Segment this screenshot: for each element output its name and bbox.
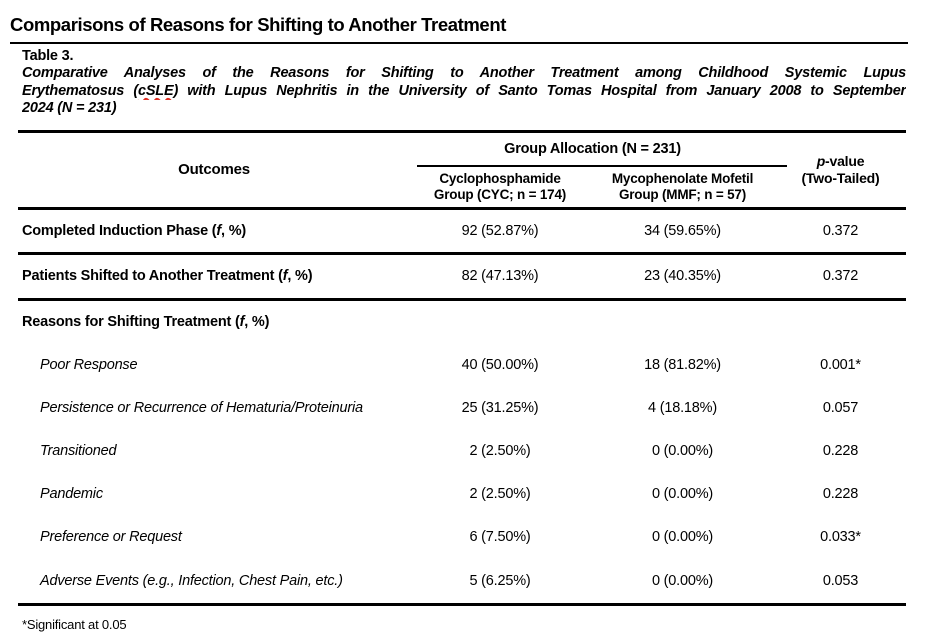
page-title: Comparisons of Reasons for Shifting to A… [10, 14, 908, 44]
cell-mmf: 0 (0.00%) [651, 486, 714, 502]
header-p-value: p-value (Two-Tailed) [775, 133, 906, 207]
group-allocation-underline [417, 164, 787, 167]
cell-mmf: 34 (59.65%) [644, 222, 721, 239]
cell-cyc: 2 (2.50%) [469, 486, 531, 502]
table-row-patients-shifted: Patients Shifted to Another Treatment (f… [18, 255, 906, 301]
cell-cyc: 6 (7.50%) [469, 529, 531, 545]
cell-p-value: 0.053 [822, 572, 859, 589]
header-cyc-line1: Cyclophosphamide [439, 170, 561, 186]
p-value-suffix: -value [825, 152, 865, 169]
table-label: Table 3. [22, 48, 74, 64]
header-mmf-line2: Group (MMF; n = 57) [618, 186, 747, 202]
table-header: Outcomes Group Allocation (N = 231) Cycl… [18, 133, 906, 210]
row-label-text: , %) [244, 314, 270, 330]
header-cyc-line2: Group (CYC; n = 174) [433, 186, 567, 202]
comparison-table: Outcomes Group Allocation (N = 231) Cycl… [18, 129, 906, 606]
row-label-text: , %) [221, 222, 247, 239]
header-subcolumns: Cyclophosphamide Group (CYC; n = 174) My… [410, 167, 775, 207]
header-cyc-group: Cyclophosphamide Group (CYC; n = 174) [410, 167, 590, 207]
caption-text: Erythematosus ( [22, 82, 138, 99]
cell-cyc: 5 (6.25%) [469, 572, 531, 589]
cell-mmf: 18 (81.82%) [644, 357, 721, 373]
cell-cyc: 40 (50.00%) [461, 357, 539, 373]
row-label: Transitioned [40, 443, 117, 459]
cell-p-value: 0.372 [822, 268, 859, 284]
cell-p-value: 0.033* [820, 529, 861, 545]
header-group-allocation: Group Allocation (N = 231) [504, 140, 681, 157]
significance-footnote: *Significant at 0.05 [22, 616, 127, 632]
row-label-text: Reasons for Shifting Treatment ( [22, 314, 240, 330]
row-label: Completed Induction Phase (f, %) [18, 223, 410, 239]
row-label: Reasons for Shifting Treatment (f, %) [18, 314, 410, 330]
table-row-completed-induction: Completed Induction Phase (f, %) 92 (52.… [18, 210, 906, 255]
cell-mmf: 4 (18.18%) [648, 400, 717, 416]
cell-cyc: 92 (52.87%) [461, 222, 539, 239]
header-mmf-line1: Mycophenolate Mofetil [611, 170, 754, 186]
header-p-value-line2: (Two-Tailed) [801, 169, 880, 186]
header-mmf-group: Mycophenolate Mofetil Group (MMF; n = 57… [590, 167, 775, 207]
cell-mmf: 23 (40.35%) [644, 268, 721, 284]
cell-p-value: 0.228 [822, 443, 859, 459]
row-label: Adverse Events (e.g., Infection, Chest P… [40, 572, 343, 589]
table-row-pandemic: Pandemic 2 (2.50%) 0 (0.00%) 0.228 [18, 473, 906, 516]
row-label: Pandemic [40, 486, 103, 502]
f-symbol: f [239, 314, 245, 330]
table-caption-line-2: Erythematosus (cSLE) with Lupus Nephriti… [22, 83, 906, 101]
f-symbol: f [282, 268, 288, 284]
row-label: Poor Response [40, 357, 138, 373]
cell-cyc: 82 (47.13%) [461, 268, 539, 284]
row-label-text: Completed Induction Phase ( [22, 222, 217, 239]
cell-mmf: 0 (0.00%) [651, 572, 714, 589]
table-row-transitioned: Transitioned 2 (2.50%) 0 (0.00%) 0.228 [18, 430, 906, 473]
table-row-poor-response: Poor Response 40 (50.00%) 18 (81.82%) 0.… [18, 344, 906, 387]
cell-mmf: 0 (0.00%) [651, 443, 714, 459]
cell-p-value: 0.372 [822, 222, 859, 239]
table-caption-block: Table 3. Comparative Analyses of the Rea… [22, 48, 906, 118]
cell-p-value: 0.228 [822, 486, 859, 502]
caption-text: ) with Lupus Nephritis in the University… [173, 82, 906, 99]
header-group-allocation-span: Group Allocation (N = 231) Cyclophospham… [410, 133, 787, 207]
f-symbol: f [216, 222, 222, 239]
cell-p-value: 0.057 [822, 400, 859, 416]
row-label: Persistence or Recurrence of Hematuria/P… [40, 400, 363, 416]
table-row-persistence-recurrence: Persistence or Recurrence of Hematuria/P… [18, 387, 906, 430]
row-label: Preference or Request [40, 529, 182, 545]
table-caption-line-3: 2024 (N = 231) [22, 100, 117, 116]
misspelled-word: cSLE [137, 82, 174, 99]
p-symbol: p [816, 152, 826, 169]
table-caption-line-1: Comparative Analyses of the Reasons for … [22, 65, 906, 81]
header-outcomes: Outcomes [178, 161, 250, 178]
header-p-value-line1: p-value [817, 153, 865, 170]
cell-p-value: 0.001* [820, 357, 861, 373]
row-label-text: , %) [287, 268, 313, 284]
cell-cyc: 2 (2.50%) [469, 443, 531, 459]
table-row-reasons-section: Reasons for Shifting Treatment (f, %) [18, 301, 906, 344]
row-label-text: Patients Shifted to Another Treatment ( [22, 268, 283, 284]
row-label: Patients Shifted to Another Treatment (f… [18, 268, 410, 284]
cell-mmf: 0 (0.00%) [651, 529, 714, 545]
table-row-adverse-events: Adverse Events (e.g., Infection, Chest P… [18, 559, 906, 603]
cell-cyc: 25 (31.25%) [461, 400, 539, 416]
table-row-preference-request: Preference or Request 6 (7.50%) 0 (0.00%… [18, 516, 906, 559]
